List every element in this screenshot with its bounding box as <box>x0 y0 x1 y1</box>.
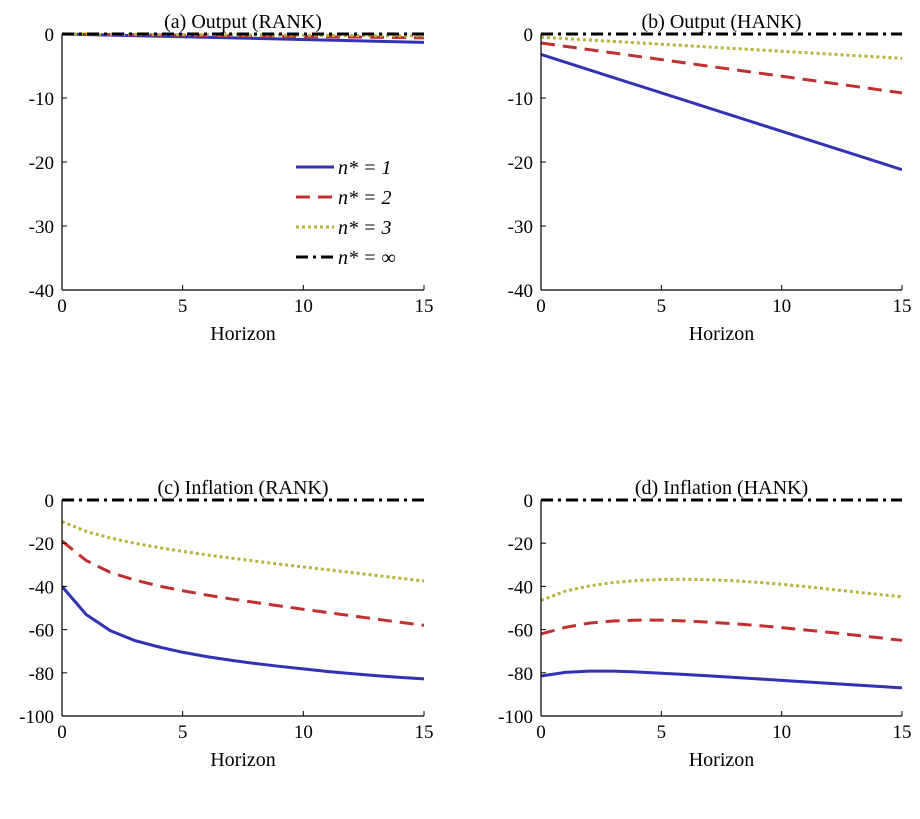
y-tick-label: -60 <box>29 621 54 642</box>
y-tick-label: -30 <box>29 217 54 238</box>
x-tick-label: 5 <box>178 296 188 317</box>
x-tick-label: 0 <box>57 722 67 743</box>
x-axis-title: Horizon <box>689 323 755 345</box>
y-tick-label: 0 <box>524 25 534 46</box>
chart-panel-4: 0 5 10 15 -100 -80 -60 -40 -20 0 (d) Inflation (HA… <box>498 477 911 771</box>
x-tick-label: 0 <box>536 296 546 317</box>
series-line-n3 <box>62 520 424 583</box>
y-tick-label: -40 <box>508 577 533 598</box>
x-tick-label: 0 <box>57 296 67 317</box>
x-tick-label: 10 <box>772 722 791 743</box>
x-tick-label: 5 <box>657 722 667 743</box>
series-line-n3 <box>541 577 902 602</box>
panel-title: (c) Inflation (RANK) <box>157 477 328 499</box>
series-line-n1 <box>541 669 902 690</box>
y-tick-label: 0 <box>45 491 55 512</box>
series-line-n1 <box>62 585 424 681</box>
series-line-n2 <box>62 539 424 627</box>
panel-title: (d) Inflation (HANK) <box>635 477 808 499</box>
legend: n* = 1 n* = 2 n* = 3 n* = ∞ <box>292 153 418 277</box>
y-tick-label: -20 <box>29 534 54 555</box>
x-tick-label: 5 <box>657 296 667 317</box>
x-tick-label: 10 <box>294 722 313 743</box>
y-tick-label: -100 <box>19 707 54 728</box>
y-tick-label: -10 <box>508 89 533 110</box>
x-tick-label: 15 <box>893 722 912 743</box>
y-tick-label: -80 <box>29 664 54 685</box>
x-axis-title: Horizon <box>210 749 276 771</box>
y-tick-label: -20 <box>508 534 533 555</box>
legend-label-n1: n* = 1 <box>338 157 392 179</box>
y-tick-label: -80 <box>508 664 533 685</box>
x-tick-label: 15 <box>893 296 912 317</box>
panel-title: (a) Output (RANK) <box>164 11 322 33</box>
legend-label-n2: n* = 2 <box>338 187 392 209</box>
chart-panel-2: 0 5 10 15 -40 -30 -20 -10 0 (b) Output (HANK) Hori… <box>508 11 912 345</box>
y-tick-label: -40 <box>508 281 533 302</box>
panel-title: (b) Output (HANK) <box>642 11 802 33</box>
y-tick-label: 0 <box>524 491 534 512</box>
series-group <box>62 498 424 681</box>
series-group <box>62 32 424 44</box>
legend-label-n3: n* = 3 <box>338 217 392 239</box>
series-group <box>541 498 902 690</box>
y-tick-label: -20 <box>29 153 54 174</box>
y-tick-label: -20 <box>508 153 533 174</box>
y-tick-label: -60 <box>508 621 533 642</box>
x-axis-title: Horizon <box>210 323 276 345</box>
y-tick-label: -30 <box>508 217 533 238</box>
series-line-n2 <box>541 41 902 95</box>
y-tick-label: -40 <box>29 577 54 598</box>
chart-panel-3: 0 5 10 15 -100 -80 -60 -40 -20 0 (c) Inflation (RA… <box>19 477 433 771</box>
y-tick-label: -40 <box>29 281 54 302</box>
x-tick-label: 10 <box>294 296 313 317</box>
series-line-n3 <box>541 35 902 60</box>
x-tick-label: 15 <box>415 722 434 743</box>
series-group <box>541 32 902 172</box>
chart-panel-1: 0 5 10 15 -40 -30 -20 -10 0 (a) Output (RANK) Hori… <box>29 11 434 345</box>
y-tick-label: -10 <box>29 89 54 110</box>
x-tick-label: 0 <box>536 722 546 743</box>
y-tick-label: -100 <box>498 707 533 728</box>
x-tick-label: 10 <box>772 296 791 317</box>
series-line-n2 <box>541 618 902 642</box>
x-axis-title: Horizon <box>689 749 755 771</box>
y-tick-label: 0 <box>45 25 55 46</box>
x-tick-label: 5 <box>178 722 188 743</box>
series-line-n1 <box>541 53 902 172</box>
legend-label-ninf: n* = ∞ <box>338 247 396 269</box>
x-tick-label: 15 <box>415 296 434 317</box>
